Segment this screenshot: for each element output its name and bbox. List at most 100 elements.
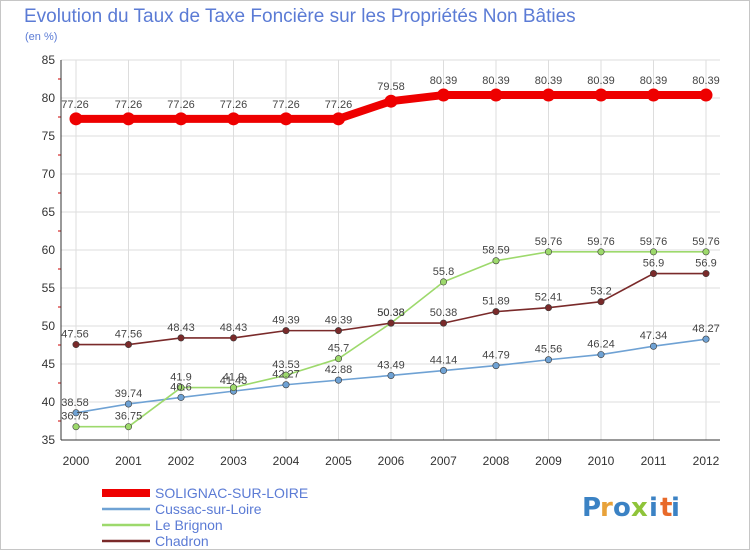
series-point-3 — [439, 319, 447, 327]
series-point-3 — [334, 327, 342, 335]
data-label-3: 50.38 — [377, 307, 405, 319]
data-label-0: 77.26 — [115, 99, 143, 111]
data-label-3: 49.39 — [272, 315, 300, 327]
logo-letter: x — [631, 493, 648, 523]
logo-letter: t — [660, 493, 672, 523]
series-point-3 — [544, 304, 552, 312]
series-point-1 — [125, 400, 133, 408]
series-point-1 — [282, 381, 290, 389]
series-point-2 — [492, 257, 500, 265]
logo-letter: r — [600, 493, 613, 523]
data-label-2: 59.76 — [587, 236, 615, 248]
data-label-2: 59.76 — [535, 236, 563, 248]
series-point-1 — [72, 409, 80, 417]
data-label-0: 80.39 — [640, 75, 668, 87]
y-tick-label: 45 — [42, 357, 56, 371]
x-tick-label: 2005 — [325, 454, 352, 468]
data-label-0: 77.26 — [167, 99, 195, 111]
legend-label-1: Cussac-sur-Loire — [155, 501, 262, 517]
series-point-3 — [282, 327, 290, 335]
series-point-3 — [702, 270, 710, 278]
x-tick-label: 2006 — [378, 454, 405, 468]
series-point-0 — [69, 112, 83, 126]
x-tick-label: 2007 — [430, 454, 457, 468]
x-tick-label: 2010 — [588, 454, 615, 468]
series-point-1 — [702, 335, 710, 343]
data-label-2: 59.76 — [640, 236, 668, 248]
y-tick-label: 55 — [42, 281, 56, 295]
data-label-2: 59.76 — [692, 236, 720, 248]
data-label-2: 55.8 — [433, 266, 454, 278]
logo-letter: i — [649, 493, 658, 523]
series-point-2 — [282, 371, 290, 379]
data-label-2: 58.59 — [482, 245, 510, 257]
series-point-2 — [177, 384, 185, 392]
series-point-3 — [649, 270, 657, 278]
data-label-2: 41.9 — [170, 372, 191, 384]
series-point-2 — [439, 278, 447, 286]
series-point-1 — [177, 393, 185, 401]
axes: 35 40 45 50 55 60 65 70 75 80 85 2000 2001 2002 2003 20… — [42, 53, 720, 468]
y-tick-label: 60 — [42, 243, 56, 257]
series-point-3 — [177, 334, 185, 342]
series-point-2 — [544, 248, 552, 256]
series-point-1 — [334, 376, 342, 384]
data-label-0: 77.26 — [61, 99, 89, 111]
y-tick-label: 75 — [42, 129, 56, 143]
legend-label-0: SOLIGNAC-SUR-LOIRE — [155, 485, 308, 501]
series-point-0 — [699, 88, 713, 102]
data-label-0: 80.39 — [587, 75, 615, 87]
series-point-1 — [387, 371, 395, 379]
series-point-1 — [649, 342, 657, 350]
y-tick-label: 35 — [42, 433, 56, 447]
series-point-0 — [384, 94, 398, 108]
series-point-3 — [492, 308, 500, 316]
data-label-2: 36.75 — [115, 411, 143, 423]
x-tick-label: 2004 — [273, 454, 300, 468]
data-label-0: 77.26 — [272, 99, 300, 111]
data-label-2: 41.9 — [223, 372, 244, 384]
data-label-1: 44.79 — [482, 350, 510, 362]
x-tick-label: 2011 — [641, 454, 667, 468]
series-point-2 — [72, 423, 80, 431]
y-axis-unit-label: (en %) — [25, 31, 57, 43]
data-label-3: 49.39 — [325, 315, 353, 327]
y-tick-label: 70 — [42, 167, 56, 181]
proxiti-logo: Pr o x i ti — [582, 493, 680, 523]
data-label-1: 40.6 — [170, 381, 191, 393]
data-label-3: 56.9 — [643, 258, 664, 270]
x-tick-label: 2000 — [63, 454, 90, 468]
data-label-1: 41.43 — [220, 375, 248, 387]
data-label-3: 51.89 — [482, 296, 510, 308]
series-point-0 — [489, 88, 503, 102]
series-point-2 — [597, 248, 605, 256]
data-label-1: 43.49 — [377, 359, 405, 371]
series-point-3 — [72, 341, 80, 349]
series-point-0 — [174, 112, 188, 126]
data-label-3: 52.41 — [535, 292, 563, 304]
series-point-0 — [227, 112, 240, 126]
series-point-3 — [230, 334, 238, 342]
series-point-2 — [230, 384, 238, 392]
x-tick-label: 2003 — [220, 454, 247, 468]
series-point-0 — [279, 112, 293, 126]
data-labels: 77.26 77.26 77.26 77.26 77.26 77.26 79.58 80.39… — [61, 75, 720, 423]
x-tick-label: 2008 — [483, 454, 510, 468]
series-point-1 — [544, 356, 552, 364]
series-lines — [69, 88, 713, 431]
series-point-2 — [125, 423, 133, 431]
data-label-0: 80.39 — [535, 75, 563, 87]
series-point-2 — [649, 248, 657, 256]
series-point-3 — [597, 298, 605, 306]
data-label-1: 46.24 — [587, 339, 615, 351]
series-point-2 — [702, 248, 710, 256]
x-tick-label: 2012 — [693, 454, 720, 468]
y-tick-label: 80 — [42, 91, 56, 105]
series-point-1 — [439, 367, 447, 375]
series-point-0 — [647, 88, 660, 102]
data-label-1: 48.27 — [692, 323, 720, 335]
data-label-3: 48.43 — [167, 322, 195, 334]
data-label-0: 79.58 — [377, 81, 405, 93]
